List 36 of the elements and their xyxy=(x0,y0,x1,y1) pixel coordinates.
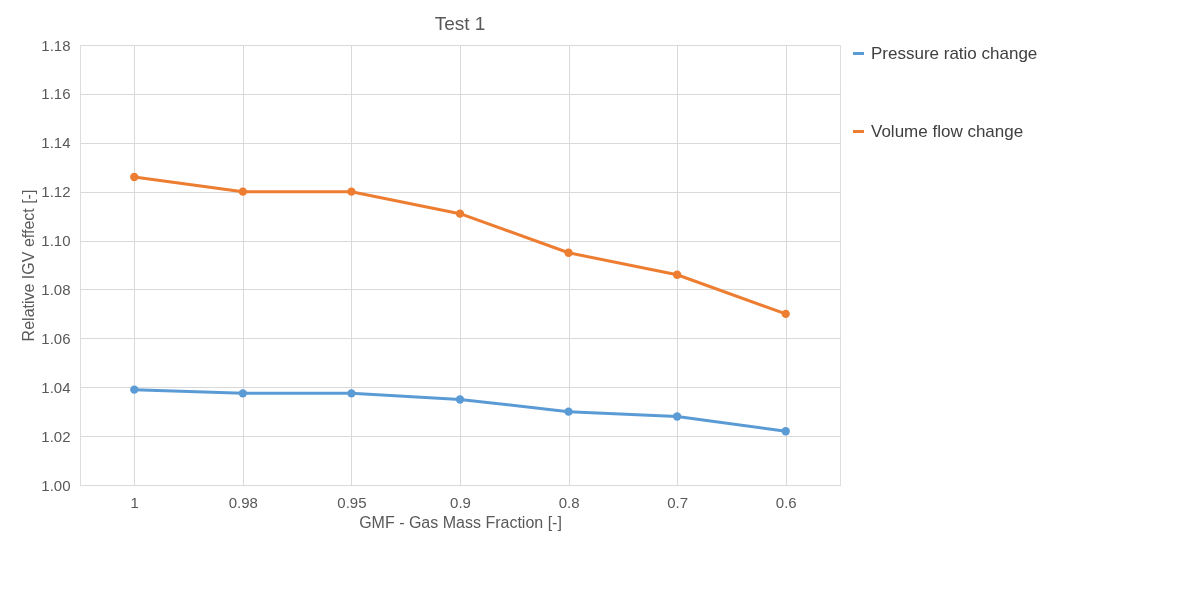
x-tick-label: 0.9 xyxy=(450,493,471,511)
point xyxy=(564,248,573,257)
x-tick-label: 0.98 xyxy=(228,493,258,511)
y-tick-label: 1.00 xyxy=(41,476,71,494)
point xyxy=(238,389,248,398)
point xyxy=(781,309,790,319)
point xyxy=(672,270,682,279)
point xyxy=(781,427,790,436)
x-tick-label: 0.7 xyxy=(667,493,689,511)
chart-title: Test 1 xyxy=(434,13,486,34)
x-tick-label: 1 xyxy=(130,493,139,511)
y-tick-label: 1.12 xyxy=(41,183,71,201)
legend-label: Pressure ratio change xyxy=(871,43,1038,63)
y-tick-label: 1.08 xyxy=(41,280,71,298)
y-tick-label: 1.06 xyxy=(41,329,71,347)
y-tick-label: 1.14 xyxy=(41,134,71,152)
legend-label: Volume flow change xyxy=(871,121,1024,141)
y-tick-label: 1.18 xyxy=(41,36,71,54)
x-tick-label: 0.95 xyxy=(337,493,367,511)
x-axis-title: GMF - Gas Mass Fraction [-] xyxy=(359,513,562,531)
point xyxy=(347,389,356,398)
y-tick-label: 1.16 xyxy=(41,85,71,103)
point xyxy=(455,209,465,218)
point xyxy=(130,385,139,394)
point xyxy=(672,412,682,421)
y-tick-label: 1.10 xyxy=(41,232,71,250)
y-tick-label: 1.02 xyxy=(41,427,71,445)
point xyxy=(455,395,465,404)
point xyxy=(238,187,248,196)
x-tick-label: 0.8 xyxy=(558,493,580,511)
point xyxy=(130,172,139,182)
y-axis-title: Relative IGV effect [-] xyxy=(20,189,38,342)
y-tick-label: 1.04 xyxy=(41,378,71,396)
x-tick-label: 0.6 xyxy=(775,493,797,511)
point xyxy=(564,407,573,416)
point xyxy=(347,187,356,196)
